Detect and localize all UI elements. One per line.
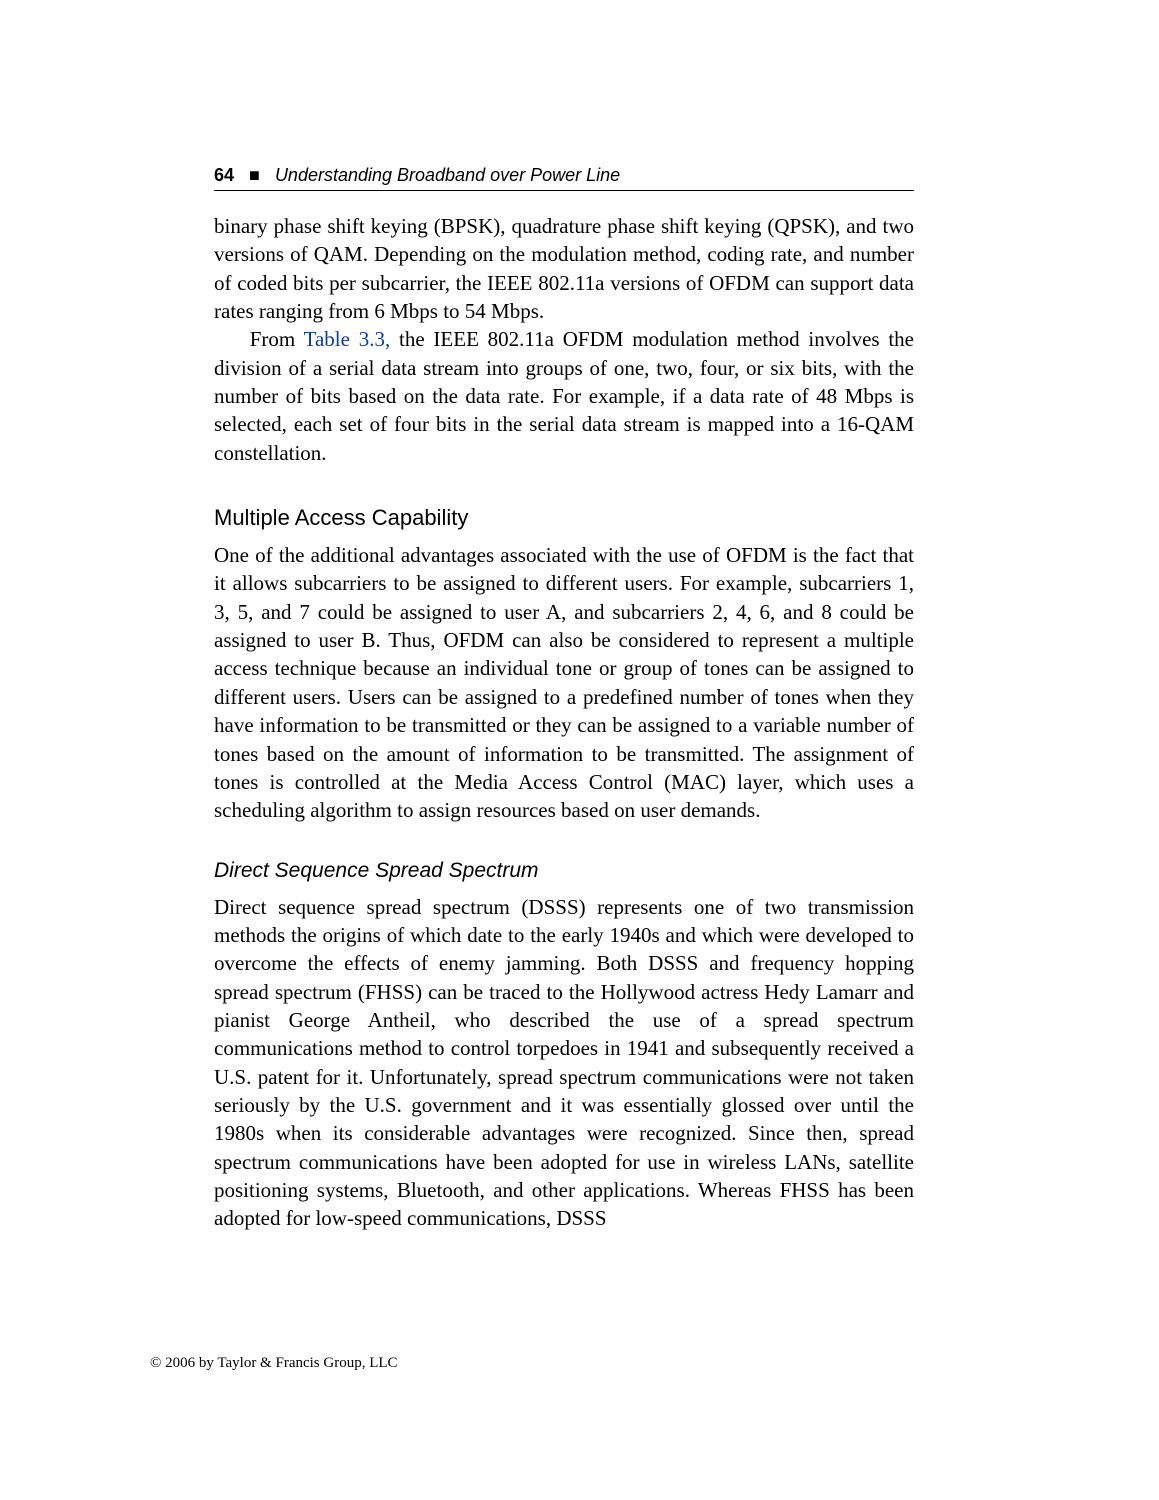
heading-multiple-access: Multiple Access Capability [214, 505, 914, 531]
copyright-footer: © 2006 by Taylor & Francis Group, LLC [150, 1355, 398, 1372]
paragraph-dsss: Direct sequence spread spectrum (DSSS) r… [214, 893, 914, 1233]
running-head: 64 ■ Understanding Broadband over Power … [214, 165, 914, 191]
heading-dsss: Direct Sequence Spread Spectrum [214, 859, 914, 883]
page: 64 ■ Understanding Broadband over Power … [0, 0, 1159, 1500]
running-title: Understanding Broadband over Power Line [275, 165, 620, 185]
table-3-3-link[interactable]: Table 3.3, [304, 327, 391, 351]
paragraph-intro: binary phase shift keying (BPSK), quadra… [214, 212, 914, 325]
page-number: 64 [214, 165, 234, 185]
paragraph-table-ref: From Table 3.3, the IEEE 802.11a OFDM mo… [214, 325, 914, 467]
body-text: binary phase shift keying (BPSK), quadra… [214, 212, 914, 1233]
header-marker-icon: ■ [249, 165, 260, 186]
paragraph-multiple-access: One of the additional advantages associa… [214, 541, 914, 824]
p2-prefix: From [250, 327, 304, 351]
